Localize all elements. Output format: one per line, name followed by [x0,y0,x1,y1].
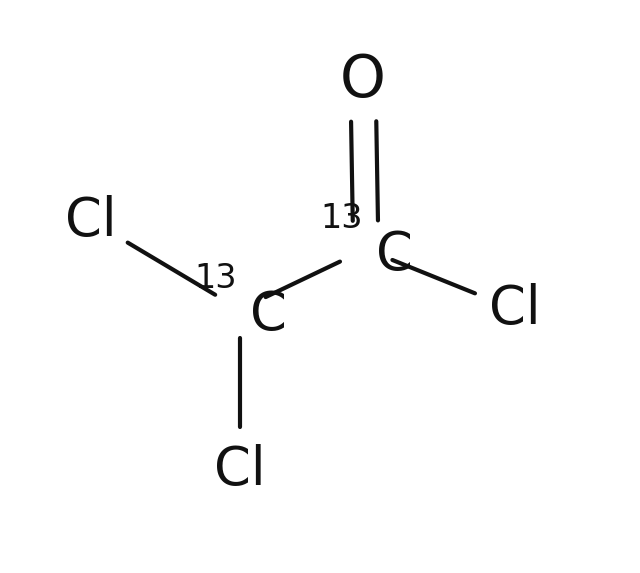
Text: 13: 13 [195,262,237,295]
Text: Cl: Cl [214,444,266,496]
Text: 13: 13 [321,202,363,235]
Text: C: C [376,229,413,281]
Text: O: O [340,52,386,109]
Text: Cl: Cl [489,284,541,335]
Text: C: C [250,289,287,341]
Text: Cl: Cl [65,195,116,246]
